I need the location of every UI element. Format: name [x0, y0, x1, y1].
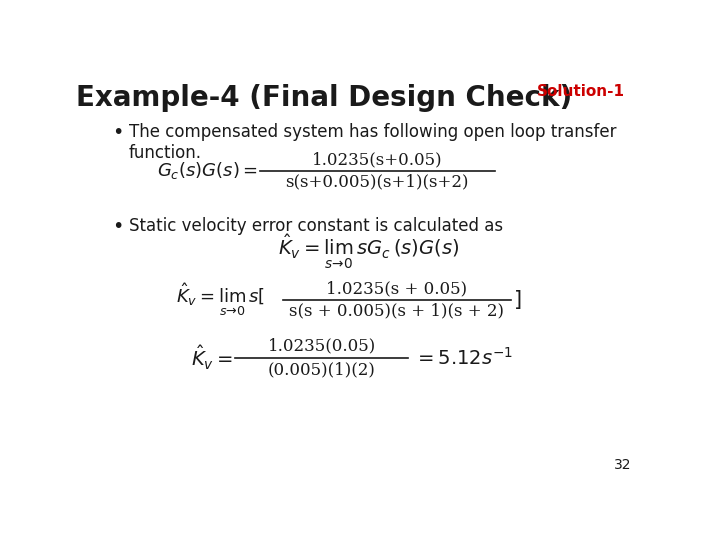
Text: 1.0235(s + 0.05): 1.0235(s + 0.05) — [326, 280, 467, 297]
Text: s(s + 0.005)(s + 1)(s + 2): s(s + 0.005)(s + 1)(s + 2) — [289, 302, 505, 320]
Text: $]$: $]$ — [513, 288, 521, 311]
Text: 1.0235(s+0.05): 1.0235(s+0.05) — [312, 151, 443, 168]
Text: •: • — [112, 217, 124, 235]
Text: 1.0235(0.05): 1.0235(0.05) — [267, 338, 376, 355]
Text: Static velocity error constant is calculated as: Static velocity error constant is calcul… — [129, 217, 503, 234]
Text: s(s+0.005)(s+1)(s+2): s(s+0.005)(s+1)(s+2) — [286, 173, 469, 191]
Text: (0.005)(1)(2): (0.005)(1)(2) — [268, 361, 376, 378]
Text: 32: 32 — [613, 458, 631, 472]
Text: $\hat{K}_v = \lim_{s \to 0} \, s[$: $\hat{K}_v = \lim_{s \to 0} \, s[$ — [176, 281, 266, 318]
Text: Example-4 (Final Design Check): Example-4 (Final Design Check) — [76, 84, 572, 112]
Text: $= 5.12s^{-1}$: $= 5.12s^{-1}$ — [413, 347, 513, 369]
Text: $G_c(s)G(s)=$: $G_c(s)G(s)=$ — [156, 160, 258, 181]
Text: Solution-1: Solution-1 — [536, 84, 624, 98]
Text: The compensated system has following open loop transfer
function.: The compensated system has following ope… — [129, 123, 616, 162]
Text: $\hat{K}_v =$: $\hat{K}_v =$ — [191, 344, 233, 372]
Text: $\hat{K}_v = \lim_{s \to 0} \, sG_c(s)G(s)$: $\hat{K}_v = \lim_{s \to 0} \, sG_c(s)G(… — [279, 233, 459, 271]
Text: •: • — [112, 123, 124, 142]
